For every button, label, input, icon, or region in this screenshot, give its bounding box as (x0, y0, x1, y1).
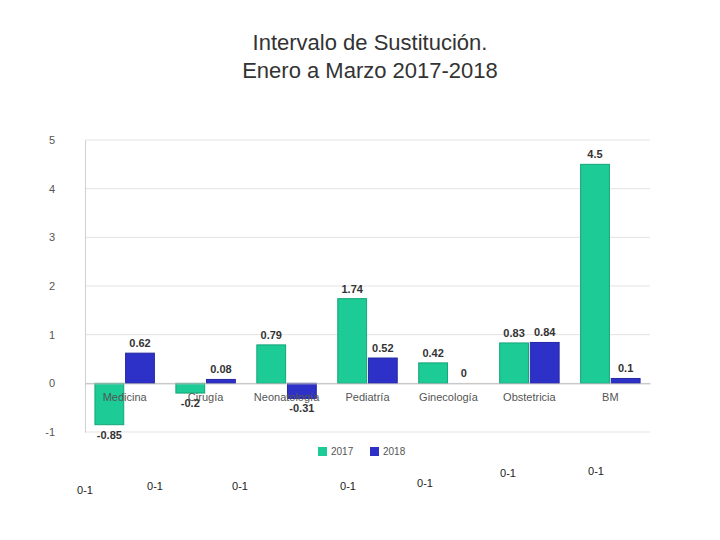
annotation: 0-1 (340, 480, 356, 492)
x-tick-label: BM (602, 391, 619, 403)
annotation: 0-1 (77, 484, 93, 496)
legend-label: 2018 (383, 446, 406, 457)
y-tick: 1 (49, 329, 85, 341)
data-label: 0.62 (129, 337, 150, 349)
bar (126, 353, 155, 383)
y-tick: 2 (49, 280, 85, 292)
bars (95, 164, 640, 424)
y-tick: -1 (45, 426, 85, 438)
data-label: 1.74 (341, 283, 363, 295)
x-tick-label: Pediatría (345, 391, 390, 403)
x-tick-label: Obstetricia (503, 391, 556, 403)
y-tick-label: 0 (49, 377, 55, 389)
y-tick: 3 (49, 231, 85, 243)
annotation: 0-1 (147, 480, 163, 492)
data-label: -0.31 (289, 402, 314, 414)
y-tick-label: 5 (49, 134, 55, 146)
x-tick: Pediatría (345, 383, 390, 403)
x-tick: Neonatología (254, 383, 320, 403)
data-label: 4.5 (587, 148, 602, 160)
y-tick-label: -1 (45, 426, 55, 438)
bar (530, 342, 559, 383)
data-label: 0.83 (503, 327, 524, 339)
bar (368, 358, 397, 383)
bar (581, 164, 610, 383)
chart: Intervalo de Sustitución. Enero a Marzo 2… (0, 0, 720, 540)
y-tick: 4 (49, 183, 85, 195)
x-tick-label: Medicina (103, 391, 148, 403)
x-tick: Obstetricia (503, 383, 556, 403)
legend-swatch (318, 447, 327, 456)
x-tick-label: Ginecología (419, 391, 479, 403)
x-tick: Medicina (103, 383, 148, 403)
legend: 2017 2018 (318, 446, 406, 457)
bar (207, 379, 236, 383)
grid-line (85, 286, 650, 287)
annotation: 0-1 (500, 467, 516, 479)
data-label: 0.42 (422, 347, 443, 359)
bar (419, 363, 448, 383)
annotation: 0-1 (588, 465, 604, 477)
grid-line (85, 237, 650, 238)
grid-line (85, 188, 650, 189)
data-label: 0.79 (261, 329, 282, 341)
grid (85, 140, 650, 432)
subtitle: Enero a Marzo 2017-2018 (242, 58, 498, 83)
y-tick-label: 3 (49, 231, 55, 243)
data-label: 0 (461, 367, 467, 379)
data-label: -0.2 (181, 397, 200, 409)
annotation: 0-1 (417, 477, 433, 489)
annotation: 0-1 (232, 480, 248, 492)
y-axis: -1 0 1 2 3 4 5 (45, 134, 85, 438)
x-axis-line (86, 383, 651, 384)
grid-line (85, 140, 650, 141)
grid-line (85, 334, 650, 335)
bar (500, 343, 529, 383)
legend-label: 2017 (331, 446, 354, 457)
y-axis-line (85, 141, 86, 433)
data-label: 0.84 (534, 326, 556, 338)
bar (611, 378, 640, 383)
y-tick: 5 (49, 134, 85, 146)
data-label: 0.52 (372, 342, 393, 354)
data-label: 0.08 (210, 363, 231, 375)
y-tick-label: 1 (49, 329, 55, 341)
title: Intervalo de Sustitución. (253, 30, 488, 55)
y-tick-label: 2 (49, 280, 55, 292)
y-tick: 0 (49, 377, 85, 389)
bar (95, 383, 124, 424)
grid-line (85, 383, 650, 384)
data-label: 0.1 (618, 362, 633, 374)
grid-line (85, 432, 650, 433)
x-tick-label: Neonatología (254, 391, 320, 403)
annotations: 0-1 0-1 0-1 0-1 0-1 0-1 0-1 (77, 465, 604, 496)
bar (338, 299, 367, 384)
x-axis: MedicinaCirugíaNeonatologíaPediatríaGine… (86, 383, 651, 403)
data-labels: -0.85 -0.2 0.79 1.74 0.42 0.83 4.5 0.62 0.08 -0.3… (97, 148, 634, 440)
legend-swatch (370, 447, 379, 456)
x-tick: BM (602, 383, 619, 403)
y-tick-label: 4 (49, 183, 55, 195)
data-label: -0.85 (97, 429, 122, 441)
x-tick: Ginecología (419, 383, 479, 403)
bar (257, 345, 286, 383)
